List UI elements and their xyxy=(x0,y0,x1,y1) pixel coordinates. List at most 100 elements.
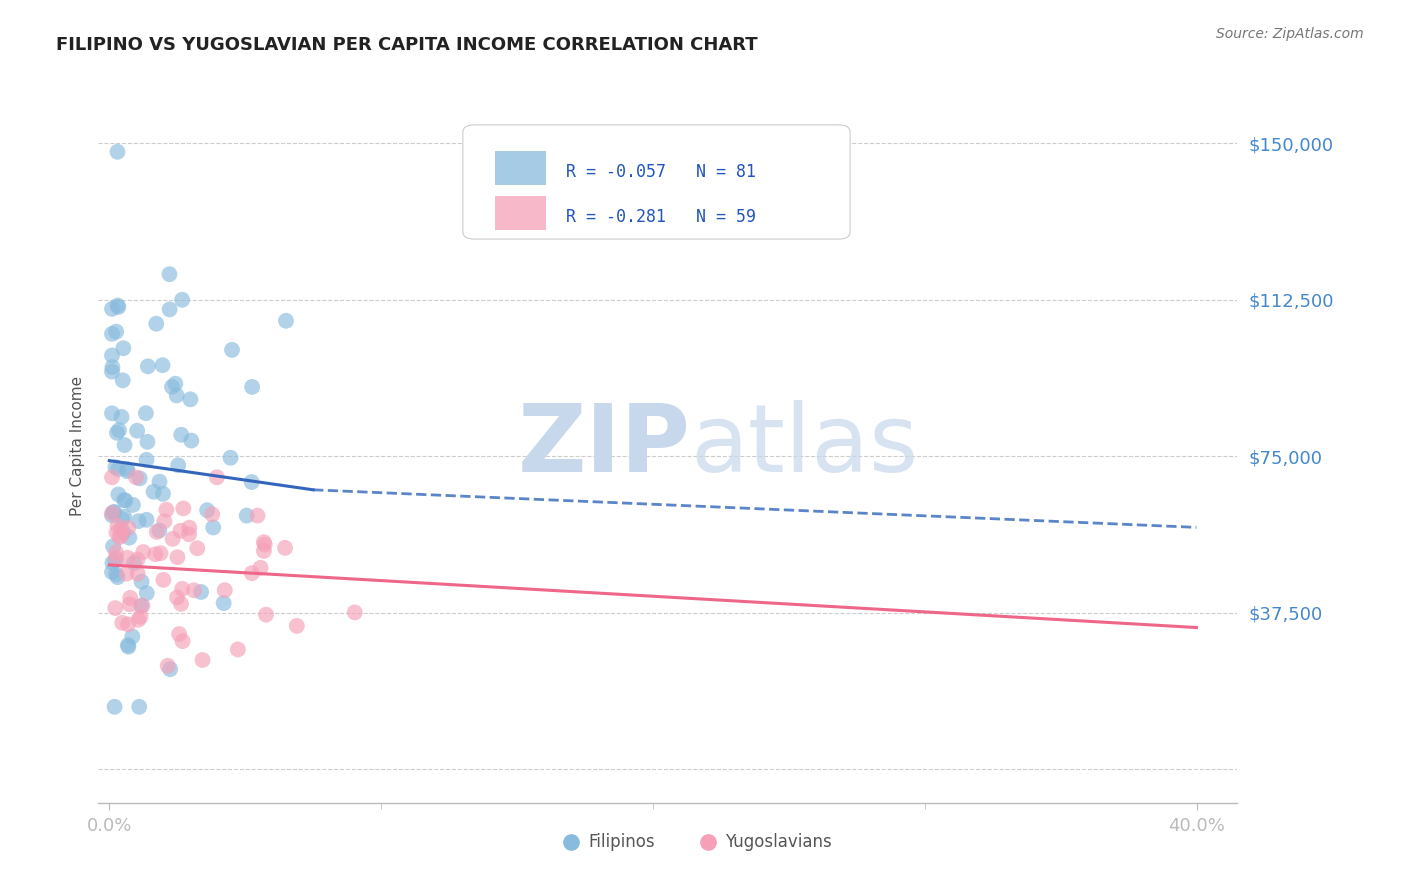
Point xyxy=(105,567,128,582)
Point xyxy=(214,583,236,598)
Point xyxy=(177,527,200,541)
Point xyxy=(118,598,141,612)
Point xyxy=(156,658,179,673)
Point xyxy=(107,145,129,159)
Point xyxy=(105,525,128,540)
Point xyxy=(117,617,139,632)
Point xyxy=(107,462,129,476)
Point xyxy=(128,514,150,528)
Point xyxy=(246,508,269,523)
Point xyxy=(145,317,167,331)
Point xyxy=(191,653,214,667)
Point xyxy=(240,380,263,394)
Point xyxy=(107,300,129,314)
Point xyxy=(235,508,257,523)
Point xyxy=(117,550,139,565)
Point xyxy=(129,599,152,613)
Point xyxy=(172,634,194,648)
Text: R = -0.281   N = 59: R = -0.281 N = 59 xyxy=(567,208,756,226)
Point xyxy=(112,525,135,540)
Point xyxy=(114,493,136,508)
Point xyxy=(152,487,174,501)
Y-axis label: Per Capita Income: Per Capita Income xyxy=(69,376,84,516)
Point xyxy=(183,583,205,598)
Point xyxy=(101,470,124,484)
FancyBboxPatch shape xyxy=(495,151,546,185)
Point xyxy=(153,514,176,528)
Point xyxy=(117,640,139,654)
Point xyxy=(111,512,134,526)
Point xyxy=(226,642,249,657)
Point xyxy=(108,423,131,437)
Point xyxy=(125,470,148,484)
Point xyxy=(152,358,174,372)
Point xyxy=(162,532,184,546)
Point xyxy=(205,470,228,484)
Text: R = -0.057   N = 81: R = -0.057 N = 81 xyxy=(567,163,756,181)
Point xyxy=(202,520,225,534)
Point xyxy=(343,606,366,620)
Point xyxy=(165,376,187,391)
Point xyxy=(104,553,127,567)
Point xyxy=(121,630,143,644)
Point xyxy=(112,341,135,355)
Point xyxy=(152,573,174,587)
Point xyxy=(285,619,308,633)
Point xyxy=(219,450,242,465)
Point xyxy=(221,343,243,357)
Point xyxy=(249,561,271,575)
Point xyxy=(101,360,124,375)
Point xyxy=(101,301,124,316)
Point xyxy=(253,538,276,552)
Point xyxy=(111,373,134,387)
Point xyxy=(170,427,193,442)
Point xyxy=(115,566,138,581)
Point xyxy=(104,545,127,559)
Point xyxy=(131,574,153,589)
Point xyxy=(127,613,149,627)
Point xyxy=(107,570,129,584)
Point xyxy=(136,434,159,449)
Point xyxy=(254,607,277,622)
Point xyxy=(159,267,181,281)
Point xyxy=(103,505,125,519)
Point xyxy=(145,547,167,561)
FancyBboxPatch shape xyxy=(463,125,851,239)
Point xyxy=(148,524,170,538)
Point xyxy=(107,299,129,313)
Text: Filipinos: Filipinos xyxy=(588,833,655,851)
Point xyxy=(212,596,235,610)
Point xyxy=(166,591,188,605)
Text: ZIP: ZIP xyxy=(517,400,690,492)
Point xyxy=(101,508,124,523)
Point xyxy=(159,302,181,317)
Point xyxy=(127,552,149,566)
Point xyxy=(135,586,157,600)
Point xyxy=(101,556,124,570)
Point xyxy=(240,566,263,581)
Point xyxy=(155,502,177,516)
Point xyxy=(148,475,170,489)
Point xyxy=(103,505,125,519)
Point xyxy=(172,501,194,516)
Point xyxy=(167,458,190,473)
Point xyxy=(117,464,139,478)
Point xyxy=(112,493,135,508)
Point xyxy=(170,597,193,611)
Point xyxy=(104,460,127,475)
Point xyxy=(135,513,157,527)
Point xyxy=(127,424,149,438)
Point xyxy=(274,541,297,555)
Text: Source: ZipAtlas.com: Source: ZipAtlas.com xyxy=(1216,27,1364,41)
Point xyxy=(117,521,139,535)
Point xyxy=(172,293,194,307)
Point xyxy=(107,487,129,501)
Point xyxy=(190,585,212,599)
Point xyxy=(104,601,127,615)
Point xyxy=(110,522,132,536)
Point xyxy=(135,406,157,420)
Point xyxy=(120,591,142,605)
Point xyxy=(101,406,124,420)
Point xyxy=(117,638,139,652)
Point xyxy=(127,566,149,581)
